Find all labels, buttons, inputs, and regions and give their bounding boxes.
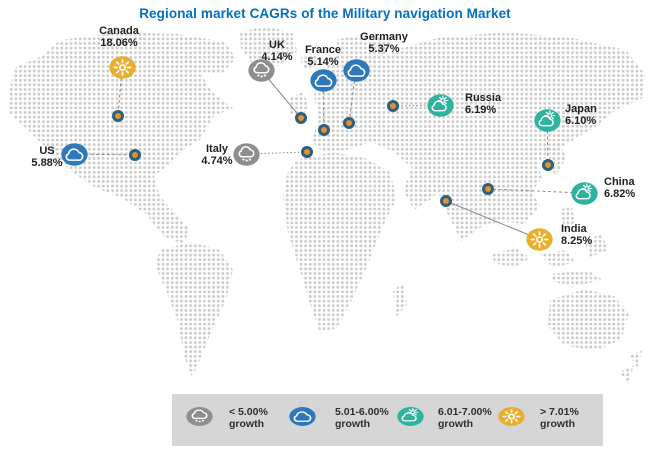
- canada-sun-icon: [108, 55, 136, 80]
- us-name: US: [39, 145, 55, 157]
- russia-value: 6.19%: [465, 103, 497, 116]
- india-sun-icon: [525, 227, 553, 252]
- legend-range-5to6: 5.01-6.00%: [335, 406, 389, 418]
- japan-name: Japan: [565, 103, 597, 115]
- germany-name: Germany: [360, 31, 408, 43]
- legend-growth-word-5to6: growth: [335, 418, 370, 430]
- canada-value: 18.06%: [100, 36, 138, 49]
- russia-label: Russia 6.19%: [465, 92, 502, 116]
- island-new-guinea: [550, 270, 603, 287]
- uk-map-marker: [295, 112, 307, 124]
- italy-rain-cloud-icon: [232, 142, 260, 167]
- china-value: 6.82%: [604, 187, 636, 200]
- island-sumatra: [492, 248, 530, 268]
- legend-sun-icon: [497, 406, 525, 427]
- italy-value: 4.74%: [201, 154, 233, 167]
- germany-value: 5.37%: [368, 42, 400, 55]
- legend-item-gt7: > 7.01% growth: [540, 406, 579, 430]
- continent-south-america: [155, 242, 233, 377]
- china-sun-behind-cloud-icon: [570, 181, 598, 206]
- island-philippines: [561, 204, 575, 230]
- canada-label: Canada 18.06%: [74, 25, 164, 49]
- france-map-marker: [318, 124, 330, 136]
- us-cloud-icon: [60, 142, 88, 167]
- italy-name: Italy: [205, 143, 228, 155]
- chart-title: Regional market CAGRs of the Military na…: [139, 6, 511, 21]
- legend-growth-word-6to7: growth: [438, 418, 473, 430]
- legend-range-lt5: < 5.00%: [229, 406, 268, 418]
- uk-rain-cloud-icon: [247, 58, 275, 83]
- france-name: France: [304, 44, 342, 56]
- india-label: India 8.25%: [561, 223, 593, 247]
- legend-range-gt7: > 7.01%: [540, 406, 579, 418]
- france-value: 5.14%: [307, 55, 339, 68]
- legend-cloud-icon: [288, 406, 316, 427]
- island-sulawesi: [584, 234, 608, 257]
- china-map-marker: [482, 183, 494, 195]
- india-name: India: [561, 223, 587, 235]
- island-iceland: [300, 54, 319, 69]
- canada-map-marker: [112, 110, 124, 122]
- russia-name: Russia: [465, 92, 502, 104]
- legend-sun-behind-cloud-icon: [396, 406, 424, 427]
- legend-range-6to7: 6.01-7.00%: [438, 406, 492, 418]
- russia-sun-behind-cloud-icon: [426, 93, 454, 118]
- us-value: 5.88%: [31, 156, 63, 169]
- japan-sun-behind-cloud-icon: [533, 108, 561, 133]
- germany-label: Germany 5.37%: [339, 31, 429, 55]
- legend-rain-cloud-icon: [185, 406, 213, 427]
- island-madagascar: [393, 283, 407, 317]
- legend-growth-word-gt7: growth: [540, 418, 575, 430]
- island-new-zealand-north: [630, 350, 642, 368]
- legend: [172, 394, 603, 446]
- italy-connector-line: [245, 151, 308, 155]
- continent-africa: [283, 152, 397, 333]
- island-borneo: [540, 250, 575, 268]
- france-cloud-icon: [309, 68, 337, 93]
- india-value: 8.25%: [561, 234, 593, 247]
- canada-name: Canada: [99, 25, 139, 37]
- japan-map-marker: [542, 159, 554, 171]
- japan-label: Japan 6.10%: [565, 103, 597, 127]
- china-label: China 6.82%: [604, 176, 636, 200]
- japan-value: 6.10%: [565, 114, 597, 127]
- russia-map-marker: [387, 100, 399, 112]
- us-label: US 5.88%: [2, 145, 92, 169]
- legend-growth-word-lt5: growth: [229, 418, 264, 430]
- uk-label: UK 4.14%: [232, 39, 322, 63]
- germany-map-marker: [343, 117, 355, 129]
- legend-item-lt5: < 5.00% growth: [229, 406, 268, 430]
- continent-north-america: [8, 32, 236, 244]
- france-label: France 5.14%: [278, 44, 368, 68]
- us-map-marker: [129, 149, 141, 161]
- island-new-zealand-south: [620, 365, 634, 384]
- uk-value: 4.14%: [261, 50, 293, 63]
- china-name: China: [604, 176, 635, 188]
- continent-eurasia: [312, 32, 645, 241]
- india-connector-line: [445, 200, 540, 240]
- india-map-marker: [440, 195, 452, 207]
- uk-name: UK: [269, 39, 285, 51]
- germany-connector-line: [348, 69, 357, 124]
- italy-label: Italy 4.74%: [172, 143, 262, 167]
- legend-item-6to7: 6.01-7.00% growth: [438, 406, 492, 430]
- island-greenland: [240, 26, 297, 66]
- us-connector-line: [73, 153, 136, 156]
- continent-australia: [548, 289, 629, 351]
- germany-cloud-icon: [342, 58, 370, 83]
- legend-item-5to6: 5.01-6.00% growth: [335, 406, 389, 430]
- italy-map-marker: [301, 146, 313, 158]
